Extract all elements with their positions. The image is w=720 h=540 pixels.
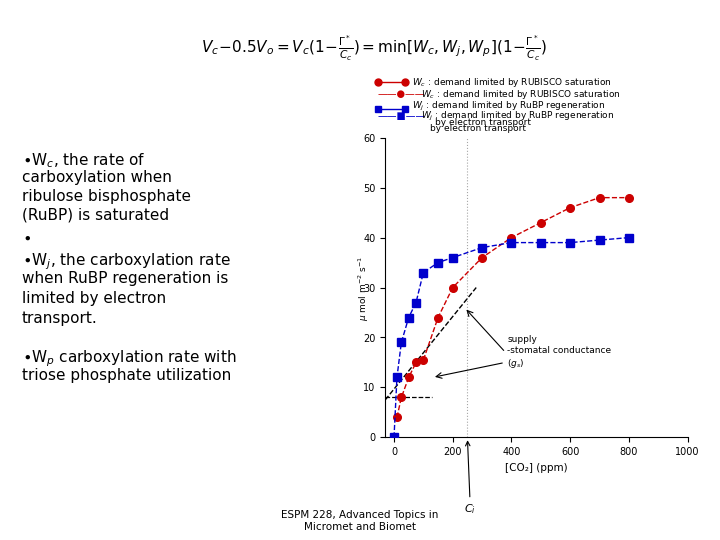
Text: by electron transport: by electron transport — [430, 124, 526, 133]
Text: transport.: transport. — [22, 310, 97, 326]
X-axis label: [CO₂] (ppm): [CO₂] (ppm) — [505, 463, 567, 472]
Text: ——●——: ——●—— — [378, 90, 426, 99]
Text: $\bullet$W$_p$ carboxylation rate with: $\bullet$W$_p$ carboxylation rate with — [22, 348, 236, 369]
Text: supply
-stomatal conductance
$(g_s)$: supply -stomatal conductance $(g_s)$ — [507, 335, 611, 369]
Text: $W_c$ : demand limited by RUBISCO saturation: $W_c$ : demand limited by RUBISCO satura… — [412, 76, 611, 89]
Text: limited by electron: limited by electron — [22, 291, 166, 306]
Text: when RuBP regeneration is: when RuBP regeneration is — [22, 271, 228, 286]
Text: (RuBP) is saturated: (RuBP) is saturated — [22, 208, 168, 223]
Text: $C_i$: $C_i$ — [464, 441, 477, 516]
Text: $W_j$ : demand limited by RuBP regeneration: $W_j$ : demand limited by RuBP regenerat… — [412, 100, 605, 113]
Text: $\bullet$W$_j$, the carboxylation rate: $\bullet$W$_j$, the carboxylation rate — [22, 251, 230, 272]
Text: $V_c\!-\!0.5V_o = V_c(1\!-\!\frac{\Gamma^*}{C_c}) = \mathrm{min}[W_c,W_j,W_p](1\: $V_c\!-\!0.5V_o = V_c(1\!-\!\frac{\Gamma… — [202, 34, 547, 63]
Text: ——■——: ——■—— — [378, 111, 426, 121]
Text: $W_j$ : demand limited by RuBP regeneration: $W_j$ : demand limited by RuBP regenerat… — [421, 110, 614, 123]
Text: $\bullet$: $\bullet$ — [22, 230, 30, 245]
Text: $W_c$ : demand limited by RUBISCO saturation: $W_c$ : demand limited by RUBISCO satura… — [421, 88, 621, 101]
Text: carboxylation when: carboxylation when — [22, 170, 171, 185]
Text: ESPM 228, Advanced Topics in
Micromet and Biomet: ESPM 228, Advanced Topics in Micromet an… — [282, 510, 438, 532]
Text: triose phosphate utilization: triose phosphate utilization — [22, 368, 231, 383]
Text: by electron transport: by electron transport — [436, 118, 531, 126]
Text: ribulose bisphosphate: ribulose bisphosphate — [22, 189, 191, 204]
Text: $\mu$ mol m$^{-2}$ s$^{-1}$: $\mu$ mol m$^{-2}$ s$^{-1}$ — [356, 256, 371, 321]
Text: $\bullet$W$_c$, the rate of: $\bullet$W$_c$, the rate of — [22, 151, 145, 170]
